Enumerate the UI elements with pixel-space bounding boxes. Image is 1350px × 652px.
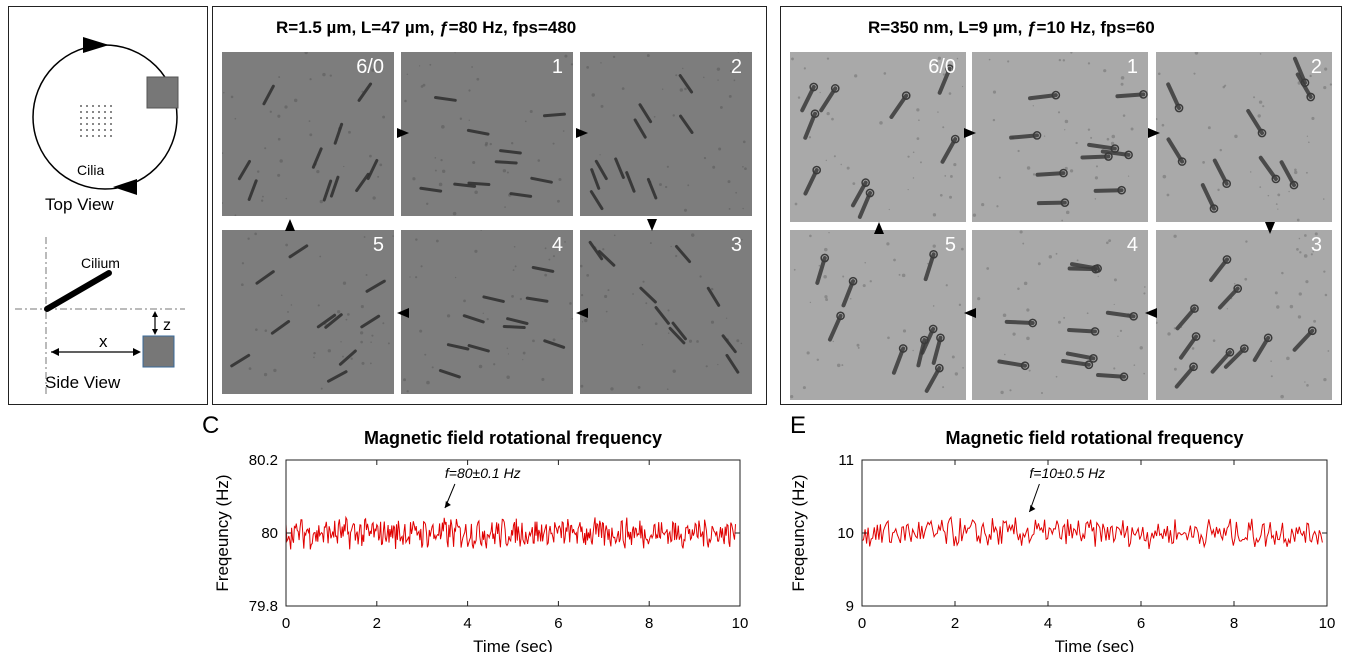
panel-a-diagram: Cilia Top View Cilium z x Side View — [15, 37, 185, 395]
panel-b-sequence-arrow — [397, 308, 409, 318]
x-tick-label: 4 — [1044, 615, 1052, 632]
panel-d-frame-label: 1 — [1126, 56, 1138, 78]
panel-b-frame-tile: 2 — [580, 52, 752, 216]
x-tick-label: 8 — [1230, 615, 1238, 632]
panel-d-frame-tile: 2 — [1156, 52, 1332, 222]
panel-d-frame-label: 2 — [1310, 56, 1322, 78]
panel-b-frame-label: 2 — [730, 56, 742, 78]
panel-b-frame-label: 3 — [730, 234, 742, 256]
x-axis-label: Time (sec) — [1055, 637, 1135, 652]
panel-b-sequence-arrow — [576, 128, 588, 138]
panel-b-sequence-arrow — [576, 308, 588, 318]
panel-b-frame-tile: 5 — [222, 230, 394, 394]
panel-d-frame-tile: 3 — [1156, 230, 1332, 400]
x-axis-label: Time (sec) — [473, 637, 553, 652]
panel-d-frame-label: 4 — [1126, 234, 1138, 256]
panel-b-sequence-arrow — [397, 128, 409, 138]
y-tick-label: 10 — [837, 525, 854, 542]
x-tick-label: 6 — [554, 615, 562, 632]
x-label: x — [99, 332, 108, 351]
x-tick-label: 2 — [951, 615, 959, 632]
panel-d-title: R=350 nm, L=9 µm, ƒ=10 Hz, fps=60 — [868, 18, 1155, 37]
y-tick-label: 9 — [846, 598, 854, 615]
chart-title: Magnetic field rotational frequency — [364, 428, 662, 448]
x-tick-label: 0 — [858, 615, 866, 632]
panel-d-frame-label: 5 — [944, 234, 956, 256]
panel-d-sequence-arrow — [964, 128, 976, 138]
panel-d-frame-tile: 1 — [972, 52, 1148, 222]
panel-d-frame-tile: 4 — [972, 230, 1148, 400]
panel-letter-e: E — [790, 412, 807, 439]
y-axis-label: Freqeuncy (Hz) — [790, 474, 808, 591]
x-tick-label: 8 — [645, 615, 653, 632]
panel-d-frame-label: 3 — [1310, 234, 1322, 256]
y-tick-label: 79.8 — [249, 598, 278, 615]
frequency-series-line — [861, 516, 1323, 550]
panel-d-frame-tile: 6/0 — [790, 52, 966, 222]
x-tick-label: 0 — [282, 615, 290, 632]
panel-b-frame-tile: 3 — [580, 230, 752, 394]
side-view-label: Side View — [45, 373, 121, 392]
magnet-top-view — [146, 76, 179, 109]
cilia-label: Cilia — [77, 162, 104, 178]
panel-b-sequence-arrow — [647, 219, 657, 231]
z-label: z — [163, 317, 171, 334]
rotation-arrow-bottom — [113, 179, 137, 195]
cilia-dots — [80, 105, 112, 137]
panel-d-sequence-arrow — [964, 308, 976, 318]
panel-d-frame-tile: 5 — [790, 230, 966, 400]
panel-b-frame-tile: 6/0 — [222, 52, 394, 216]
panel-a-box: Cilia Top View Cilium z x Side View — [8, 6, 208, 405]
x-tick-label: 6 — [1137, 615, 1145, 632]
y-tick-label: 11 — [838, 452, 854, 469]
plot-e: Magnetic field rotational frequency 0 2 4 6 8… — [790, 428, 1336, 652]
chart-annotation: f=10±0.5 Hz — [1029, 465, 1105, 481]
magnet-side-view — [142, 335, 175, 368]
panel-b-frame-label: 6/0 — [356, 56, 384, 78]
panel-d-frame-label: 6/0 — [928, 56, 956, 78]
y-tick-label: 80.2 — [249, 452, 278, 469]
panel-b-frame-tile: 4 — [401, 230, 573, 394]
y-axis-label: Freqeuncy (Hz) — [213, 474, 232, 591]
x-tick-label: 4 — [463, 615, 471, 632]
top-view-label: Top View — [45, 195, 114, 214]
panel-b-title: R=1.5 µm, L=47 µm, ƒ=80 Hz, fps=480 — [276, 18, 577, 37]
frequency-series-line — [285, 515, 736, 550]
x-tick-label: 2 — [373, 615, 381, 632]
panel-b-frame-label: 5 — [372, 234, 384, 256]
x-tick-label: 10 — [732, 615, 749, 632]
rotation-arrow-top — [83, 37, 109, 53]
cilium-rod — [44, 270, 112, 312]
rotation-circle — [32, 44, 178, 190]
y-tick-label: 80 — [261, 525, 278, 542]
panel-b-frame-label: 1 — [551, 56, 563, 78]
panel-d-sequence-arrow — [1265, 222, 1275, 234]
panel-letter-c: C — [202, 412, 220, 439]
chart-annotation: f=80±0.1 Hz — [445, 465, 521, 481]
panel-b-frame-tile: 1 — [401, 52, 573, 216]
panel-d-sequence-arrow — [1145, 308, 1157, 318]
panel-b-frame-label: 4 — [551, 234, 563, 256]
plot-c: Magnetic field rotational frequency 0 2 4 6 8… — [213, 428, 749, 652]
panel-b-sequence-arrow — [285, 219, 295, 231]
cilium-label: Cilium — [81, 255, 120, 271]
panel-d-sequence-arrow — [874, 222, 884, 234]
chart-title: Magnetic field rotational frequency — [945, 428, 1243, 448]
panel-d-sequence-arrow — [1148, 128, 1160, 138]
x-tick-label: 10 — [1319, 615, 1336, 632]
